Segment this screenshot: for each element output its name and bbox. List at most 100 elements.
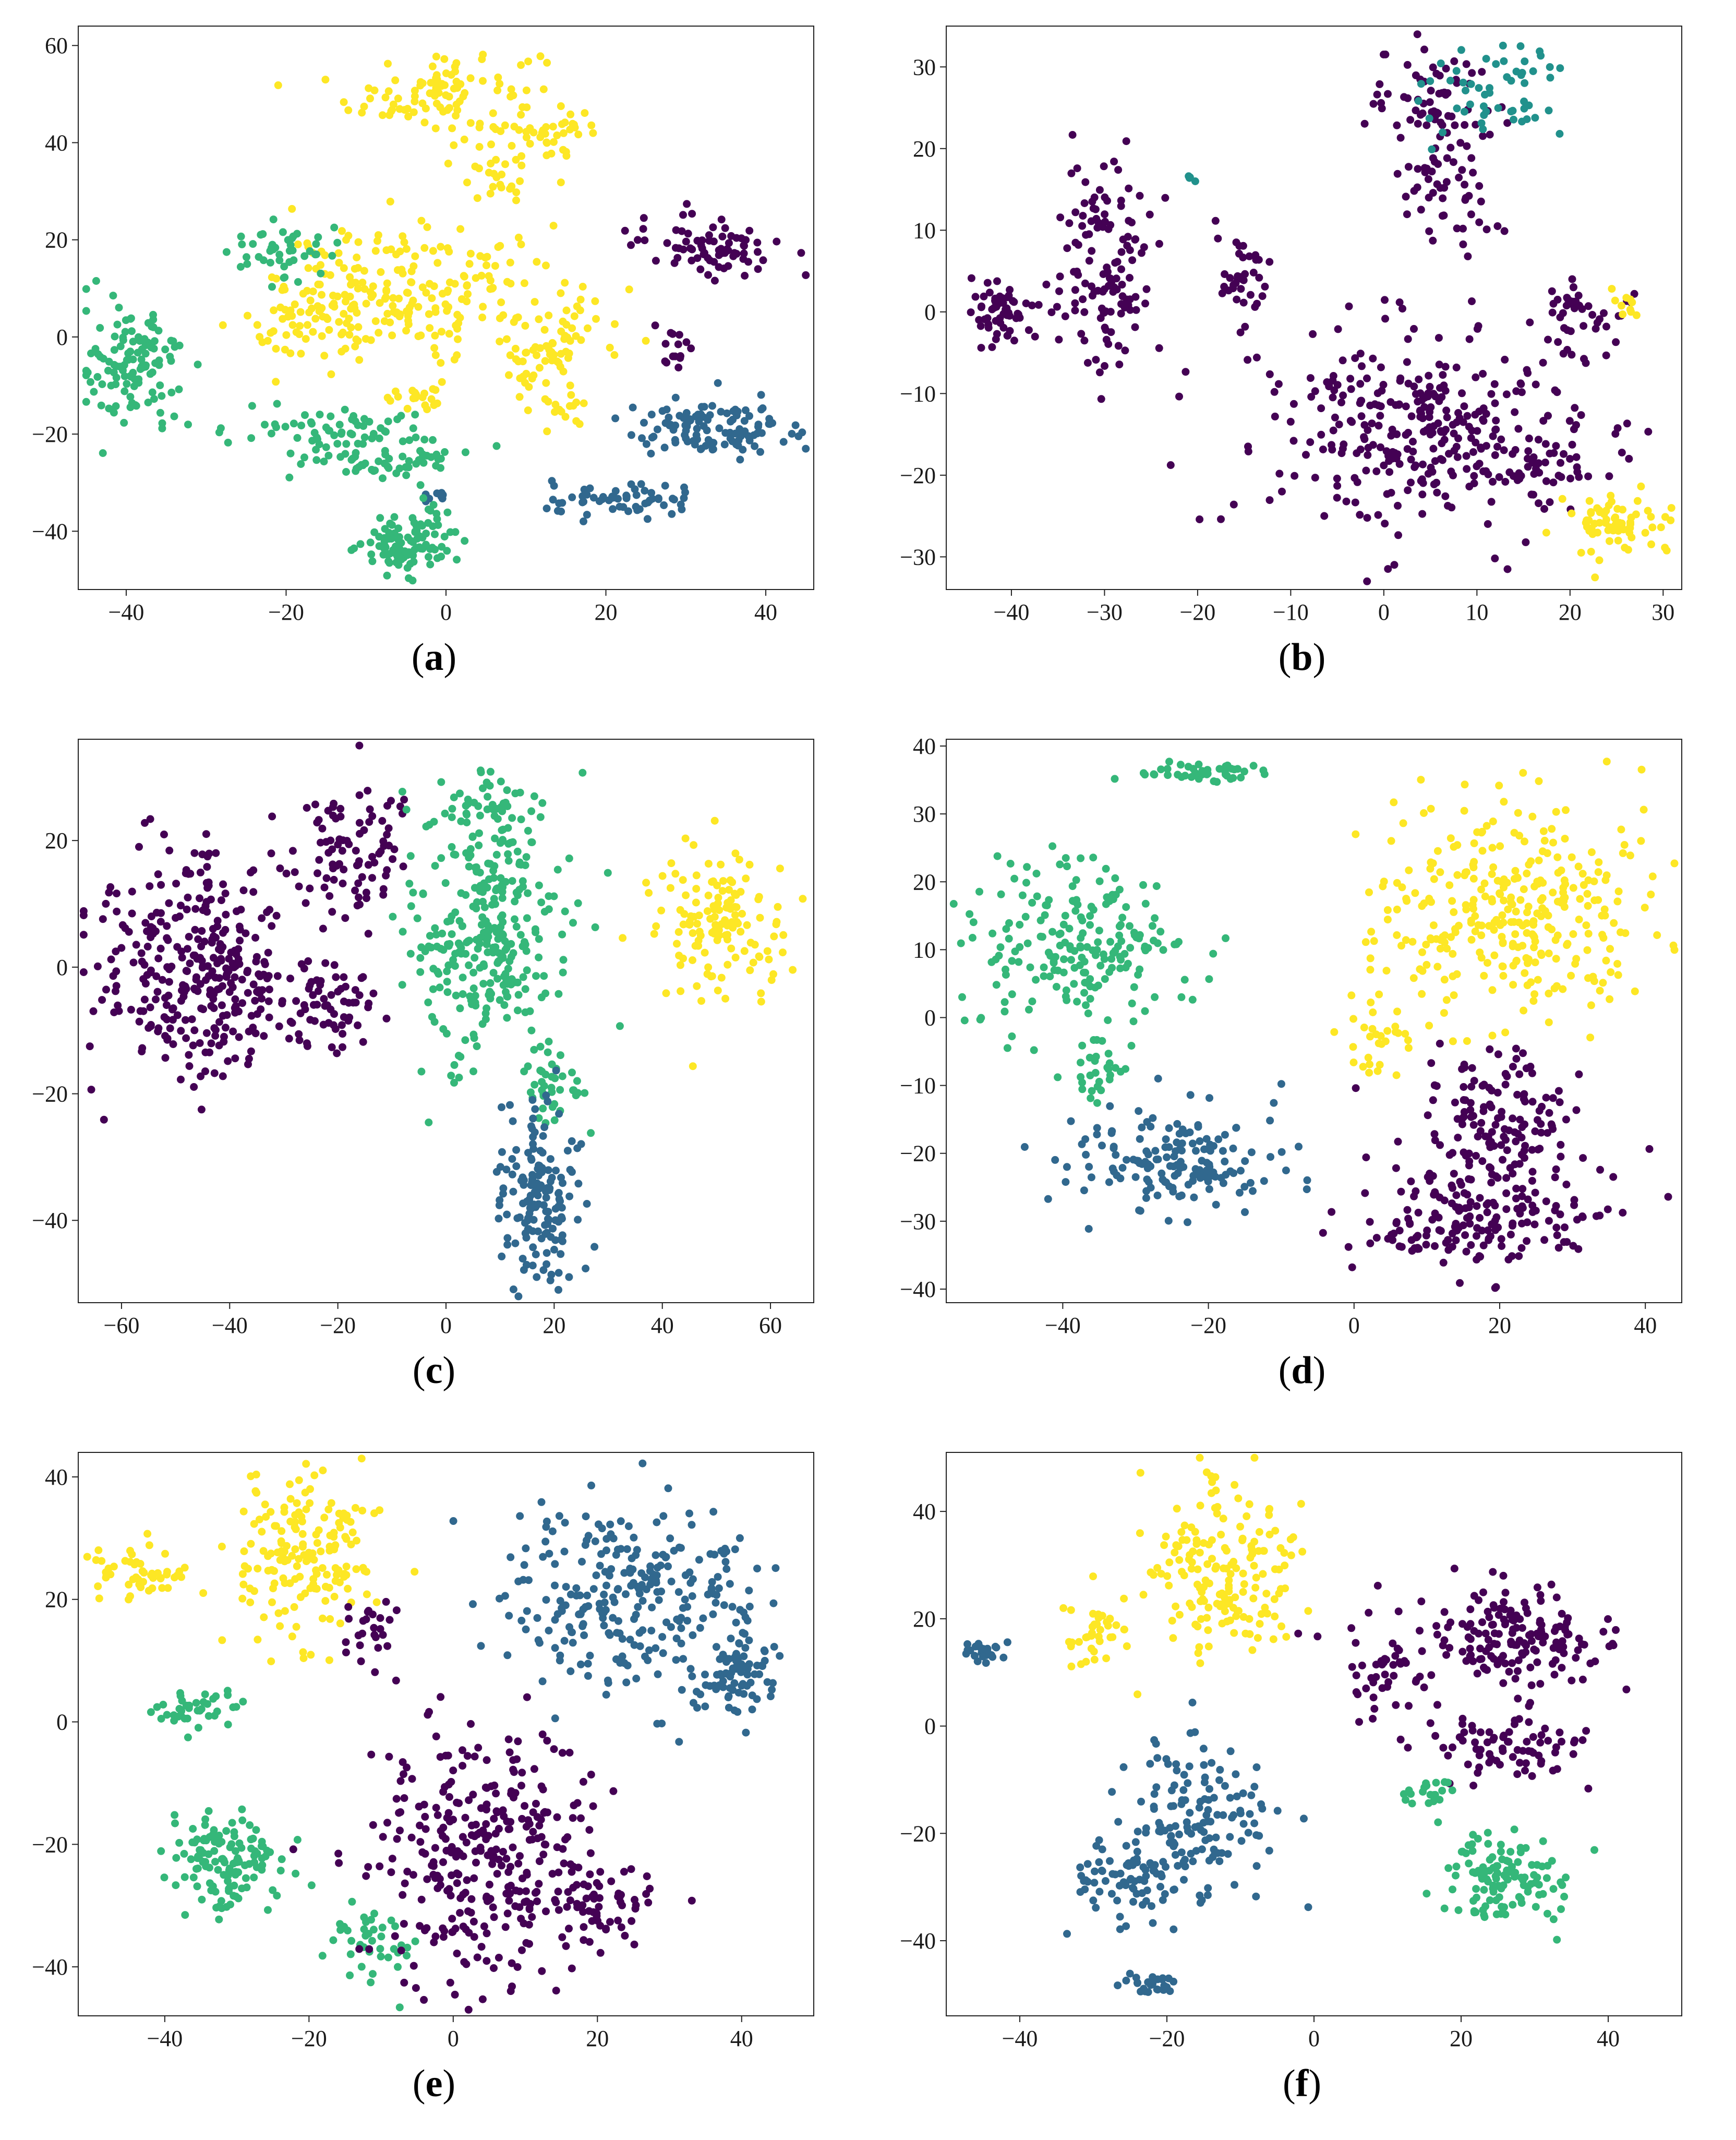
scatter-point-green xyxy=(377,1952,385,1961)
scatter-point-purple xyxy=(1444,112,1452,120)
scatter-point-green xyxy=(175,1838,184,1847)
scatter-point-green xyxy=(402,805,411,814)
scatter-point-green xyxy=(390,1945,398,1953)
scatter-point-purple xyxy=(1381,315,1389,323)
scatter-point-yellow xyxy=(1537,949,1545,958)
scatter-point-purple xyxy=(327,991,335,999)
scatter-point-purple xyxy=(1518,1185,1527,1193)
scatter-point-purple xyxy=(1418,414,1427,423)
scatter-point-yellow xyxy=(358,279,367,287)
scatter-point-purple xyxy=(1333,494,1341,502)
scatter-point-green xyxy=(93,373,102,381)
scatter-point-green xyxy=(288,234,296,243)
scatter-point-blue xyxy=(1112,1151,1120,1159)
scatter-point-purple xyxy=(1221,270,1229,278)
scatter-point-purple xyxy=(1126,295,1134,304)
scatter-point-purple xyxy=(161,1054,170,1062)
scatter-point-purple xyxy=(1387,431,1395,440)
scatter-point-purple xyxy=(1517,380,1525,388)
scatter-point-purple xyxy=(403,1763,411,1772)
scatter-point-purple xyxy=(198,957,206,965)
scatter-point-blue xyxy=(1266,1116,1274,1125)
scatter-point-yellow xyxy=(584,324,592,332)
scatter-point-blue xyxy=(1203,1174,1211,1183)
scatter-point-green xyxy=(360,433,369,441)
scatter-point-purple xyxy=(1395,460,1404,468)
scatter-point-purple xyxy=(231,1054,239,1063)
scatter-point-purple xyxy=(285,1035,293,1043)
scatter-point-green xyxy=(211,1858,219,1866)
scatter-point-green xyxy=(1005,934,1013,943)
scatter-point-green xyxy=(457,944,465,952)
scatter-point-yellow xyxy=(443,106,452,114)
scatter-point-purple xyxy=(1574,292,1583,299)
scatter-point-green xyxy=(390,513,399,521)
scatter-point-green xyxy=(223,1687,232,1695)
y-tick-label: 20 xyxy=(45,227,68,253)
scatter-point-yellow xyxy=(342,1562,351,1571)
scatter-point-green xyxy=(424,506,432,513)
scatter-point-green xyxy=(1130,983,1138,991)
scatter-point-blue xyxy=(546,1155,554,1163)
scatter-point-blue xyxy=(1232,1124,1240,1132)
scatter-point-teal xyxy=(1500,57,1508,65)
scatter-point-green xyxy=(160,1873,168,1882)
scatter-point-yellow xyxy=(730,889,739,898)
scatter-point-purple xyxy=(1552,1165,1560,1173)
scatter-point-green xyxy=(467,996,475,1004)
scatter-point-blue xyxy=(1219,1147,1227,1155)
scatter-point-green xyxy=(243,260,251,268)
scatter-point-purple xyxy=(589,1802,597,1810)
scatter-point-yellow xyxy=(559,129,568,137)
scatter-point-purple xyxy=(1459,224,1467,233)
scatter-point-purple xyxy=(1328,441,1335,449)
scatter-point-purple xyxy=(1442,178,1451,186)
scatter-point-green xyxy=(346,429,355,438)
scatter-point-purple xyxy=(1233,295,1241,304)
scatter-point-purple xyxy=(1422,1241,1430,1249)
scatter-point-purple xyxy=(1077,330,1086,338)
scatter-point-blue xyxy=(750,431,758,439)
scatter-point-purple xyxy=(286,1017,295,1026)
scatter-point-yellow xyxy=(517,111,525,119)
scatter-point-green xyxy=(468,832,477,840)
scatter-point-green xyxy=(540,972,548,980)
scatter-point-green xyxy=(176,1692,185,1700)
scatter-point-purple xyxy=(1572,453,1581,461)
scatter-point-green xyxy=(461,1036,469,1044)
scatter-point-green xyxy=(406,852,415,860)
scatter-point-purple xyxy=(1518,1192,1526,1200)
scatter-point-yellow xyxy=(366,94,374,103)
scatter-point-yellow xyxy=(376,1506,384,1514)
scatter-point-green xyxy=(493,975,502,983)
scatter-point-yellow xyxy=(619,934,627,942)
scatter-point-green xyxy=(1101,975,1109,983)
scatter-point-green xyxy=(987,958,996,966)
scatter-point-purple xyxy=(1502,1189,1511,1197)
scatter-point-green xyxy=(327,412,335,420)
scatter-point-yellow xyxy=(645,889,653,897)
scatter-point-purple xyxy=(1489,477,1497,486)
scatter-point-green xyxy=(483,778,491,787)
scatter-point-purple xyxy=(1375,422,1383,430)
scatter-point-yellow xyxy=(572,417,581,425)
scatter-point-purple xyxy=(1055,335,1063,344)
scatter-point-purple xyxy=(1252,353,1261,362)
scatter-point-yellow xyxy=(408,299,416,308)
scatter-point-green xyxy=(235,1839,244,1847)
scatter-point-green xyxy=(556,1051,564,1060)
scatter-point-yellow xyxy=(1559,985,1567,993)
scatter-point-purple xyxy=(1403,61,1412,69)
scatter-point-yellow xyxy=(1647,513,1655,521)
scatter-point-purple xyxy=(1435,1226,1443,1234)
scatter-point-purple xyxy=(251,996,259,1005)
scatter-point-blue xyxy=(503,1234,512,1242)
scatter-point-purple xyxy=(1553,295,1562,304)
scatter-point-yellow xyxy=(1617,302,1625,310)
scatter-point-purple xyxy=(342,982,349,991)
scatter-point-purple xyxy=(1403,1206,1412,1214)
scatter-point-teal xyxy=(1428,145,1436,153)
scatter-point-purple xyxy=(661,357,669,366)
scatter-point-purple xyxy=(684,230,692,238)
scatter-point-yellow xyxy=(1450,908,1458,916)
